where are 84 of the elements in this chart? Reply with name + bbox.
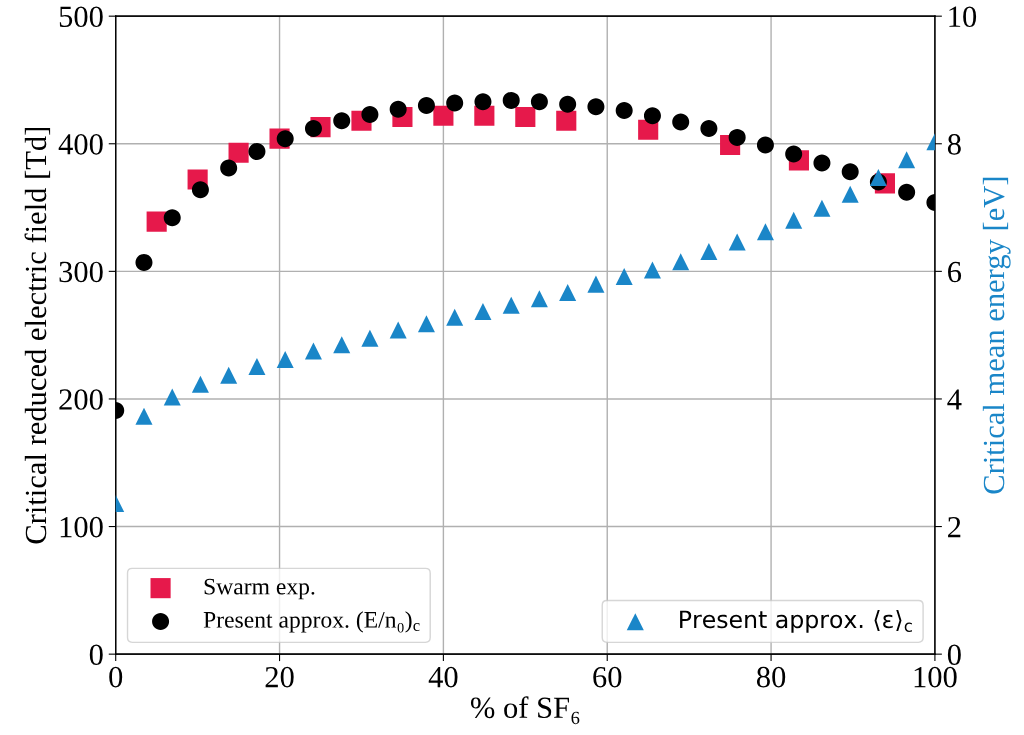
y2-tick-label: 6: [948, 261, 962, 283]
point: [228, 142, 249, 163]
point: [276, 350, 294, 368]
point: [559, 95, 577, 113]
point: [530, 290, 548, 308]
legend-label: Swarm exp.: [204, 578, 315, 600]
point: [446, 94, 464, 112]
point: [417, 315, 435, 333]
point: [559, 283, 577, 301]
x-axis-title: % of SF₆: [470, 696, 580, 725]
point: [700, 119, 718, 137]
point: [502, 296, 520, 314]
point: [898, 151, 916, 169]
point: [333, 112, 351, 130]
y-tick-label: 300: [59, 261, 103, 283]
point: [220, 159, 238, 177]
y-tick-label: 400: [58, 134, 103, 155]
point: [841, 163, 859, 181]
y2-axis-title: Critical mean energy [eV]: [982, 177, 1011, 494]
point: [433, 105, 454, 126]
point: [135, 407, 153, 425]
point: [220, 366, 238, 384]
point: [869, 169, 887, 187]
point: [756, 223, 774, 241]
y2-tick-label: 8: [947, 134, 961, 155]
point: [728, 128, 746, 146]
point: [474, 93, 492, 111]
x-tick-label: 0: [109, 666, 123, 688]
point: [556, 110, 577, 131]
y-tick-label: 100: [60, 516, 103, 538]
x-tick-label: 100: [914, 666, 957, 688]
point: [728, 233, 746, 251]
point: [643, 107, 661, 125]
y2-tick-label: 0: [947, 644, 961, 666]
point: [446, 308, 464, 326]
y2-tick-label: 10: [949, 6, 977, 28]
point: [898, 183, 916, 201]
point: [672, 253, 690, 271]
y-tick-label: 500: [59, 6, 103, 28]
point: [191, 181, 209, 199]
point: [785, 145, 803, 163]
point: [361, 105, 379, 123]
point: [248, 357, 266, 375]
point: [530, 93, 548, 111]
point: [813, 199, 831, 217]
point: [587, 275, 605, 293]
point: [643, 261, 661, 279]
point: [304, 342, 322, 360]
point: [672, 113, 690, 131]
legend-label: Present approx. (E/n₀)$_{c}$: [203, 611, 420, 633]
point: [389, 321, 407, 339]
y-tick-label: 200: [59, 389, 103, 410]
point: [474, 303, 492, 321]
point: [841, 185, 859, 203]
legend-label: Present approx. ⟨ε⟩$_{c}$: [680, 610, 912, 633]
point: [146, 211, 167, 232]
point: [304, 119, 322, 137]
point: [135, 253, 153, 271]
point: [389, 100, 407, 118]
point: [785, 211, 803, 229]
point: [191, 375, 209, 393]
point: [163, 209, 181, 227]
point: [700, 243, 718, 261]
point: [502, 91, 520, 109]
point: [163, 388, 181, 406]
point: [248, 142, 266, 160]
point: [361, 329, 379, 347]
x-tick-label: 40: [428, 666, 458, 688]
point: [417, 96, 435, 114]
point: [813, 154, 831, 172]
y2-tick-label: 4: [947, 389, 962, 410]
point: [615, 267, 633, 285]
point: [756, 136, 774, 154]
x-tick-label: 20: [265, 666, 294, 688]
y-axis-title: Critical reduced electric field [Td]: [24, 127, 51, 544]
point: [276, 130, 294, 148]
x-tick-label: 60: [593, 666, 622, 688]
y2-tick-label: 2: [948, 516, 961, 538]
x-tick-label: 80: [756, 666, 786, 688]
y-tick-label: 0: [89, 644, 103, 666]
point: [333, 336, 351, 354]
point: [587, 98, 605, 116]
point: [515, 106, 536, 128]
point: [615, 102, 633, 120]
